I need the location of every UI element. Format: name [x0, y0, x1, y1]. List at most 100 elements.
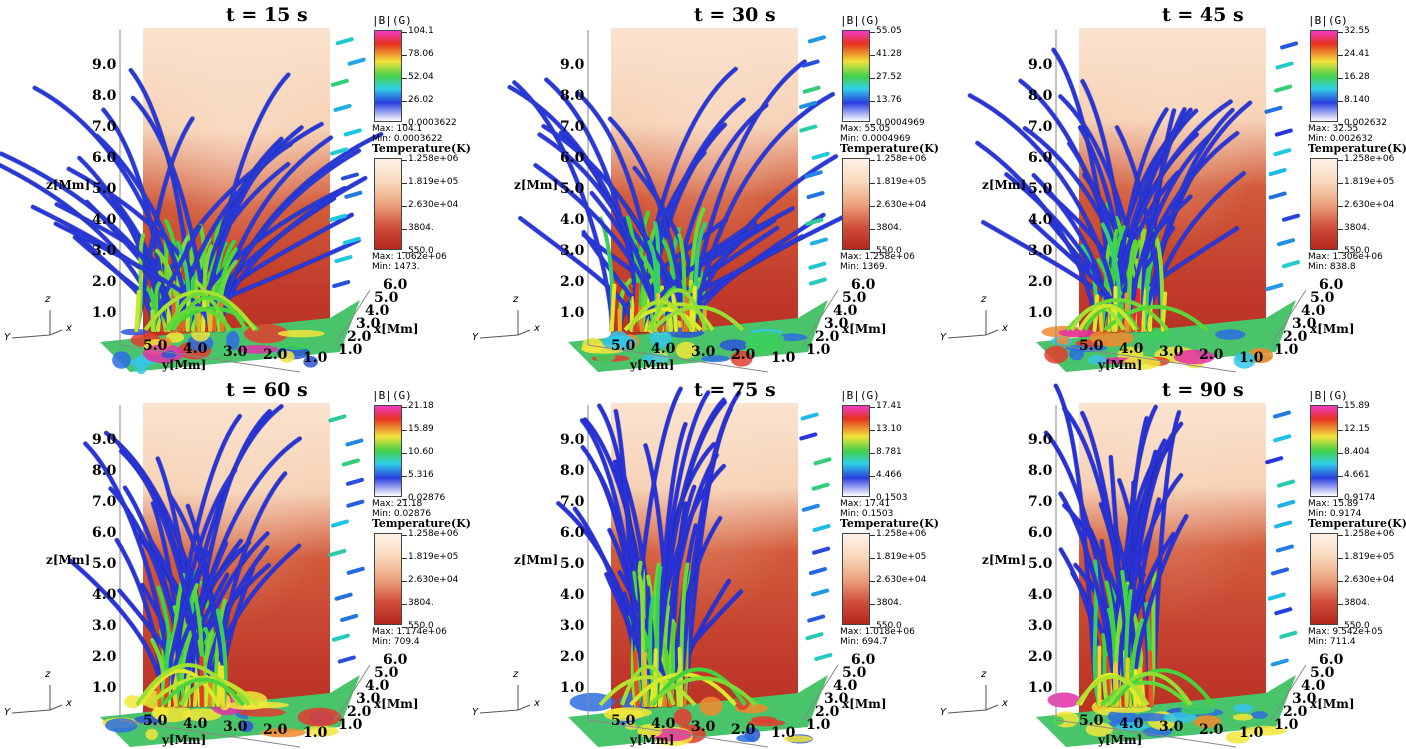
temperature-max-readout: Max: 1.062e+06	[372, 252, 447, 262]
field-line-stub	[1279, 630, 1298, 639]
temperature-colorbar-tick: 3804.	[402, 223, 434, 233]
z-tick-label: 2.0	[92, 274, 117, 290]
triad-z-label: z	[45, 669, 51, 680]
temperature-colorbar-ramp	[842, 533, 870, 625]
x-tick-label: 2.0	[347, 704, 372, 720]
z-tick-label: 7.0	[1028, 494, 1053, 510]
b-colorbar-tick: 0.02876	[401, 493, 446, 503]
y-tick-label: 5.0	[611, 713, 636, 729]
b-colorbar-title: |B|(G)	[840, 14, 880, 27]
field-line-stub	[807, 35, 826, 44]
temperature-colorbar-tick: 1.258e+06	[869, 529, 927, 539]
z-tick-label: 3.0	[92, 618, 117, 634]
y-tick-label: 5.0	[611, 338, 636, 354]
z-tick-label: 2.0	[560, 649, 585, 665]
y-axis-label: y[Mm]	[162, 733, 207, 747]
x-axis-label: x[Mm]	[1310, 322, 1355, 336]
b-colorbar-tick: 12.15	[1338, 424, 1370, 434]
x-tick-label: 4.0	[833, 303, 858, 319]
z-tick-label: 6.0	[1028, 525, 1053, 541]
z-axis-label: z[Mm]	[46, 553, 91, 567]
b-colorbar-tick: 8.781	[870, 447, 902, 457]
y-tick-label: 4.0	[651, 716, 676, 732]
x-tick-label: 5.0	[1310, 665, 1335, 681]
y-tick-label: 1.0	[771, 350, 796, 366]
field-loop	[140, 668, 221, 706]
z-tick-label: 2.0	[560, 274, 585, 290]
x-tick-label: 2.0	[815, 704, 840, 720]
field-line-stub	[1277, 238, 1295, 247]
z-tick-label: 6.0	[92, 150, 117, 166]
temperature-colorbar-tick: 3804.	[870, 598, 902, 608]
temperature-colorbar-tick: 2.630e+04	[869, 200, 927, 210]
simulation-render	[11, 403, 371, 748]
temperature-min-readout: Min: 694.7	[840, 637, 888, 647]
b-colorbar-ramp	[842, 405, 870, 497]
field-loop	[651, 667, 747, 707]
field-line-stub	[1271, 567, 1289, 576]
field-line-stub	[344, 190, 363, 199]
x-tick-label: 3.0	[356, 691, 381, 707]
temperature-colorbar-tick: 550.0	[870, 621, 902, 631]
field-line-stub	[337, 655, 356, 664]
field-loop	[598, 675, 697, 707]
field-line-stub	[1270, 658, 1289, 667]
temperature-min-readout: Min: 1473.	[372, 262, 420, 272]
z-tick-label: 8.0	[560, 88, 585, 104]
b-colorbar-tick: 41.28	[870, 49, 902, 59]
simulation-render	[479, 28, 847, 373]
y-tick-label: 3.0	[691, 719, 716, 735]
b-colorbar-tick: 5.316	[402, 470, 434, 480]
z-tick-label: 9.0	[1028, 432, 1053, 448]
x-tick-label: 6.0	[1319, 277, 1344, 293]
field-line-stub	[1274, 128, 1293, 137]
y-axis-label: y[Mm]	[1098, 358, 1143, 372]
x-axis-label: x[Mm]	[842, 697, 887, 711]
x-tick-label: 1.0	[338, 717, 363, 733]
z-tick-label: 6.0	[560, 525, 585, 541]
b-min-readout: Min: 0.002632	[1308, 134, 1373, 144]
field-line-stub	[1274, 84, 1293, 93]
b-colorbar-tick: 16.28	[1338, 72, 1370, 82]
triad-z-label: z	[981, 669, 987, 680]
field-line-stub	[809, 237, 828, 246]
field-line-stub	[1282, 260, 1300, 269]
triad-x-label: x	[534, 698, 540, 709]
b-colorbar-ramp	[842, 30, 870, 122]
field-line-stub	[346, 499, 365, 508]
field-line-stub	[330, 147, 349, 156]
temperature-colorbar-tick: 1.258e+06	[401, 154, 459, 164]
y-tick-label: 2.0	[263, 347, 288, 363]
field-loop	[171, 295, 248, 331]
field-line-stub	[346, 566, 365, 575]
temperature-colorbar-title: Temperature(K)	[372, 142, 472, 155]
x-tick-label: 5.0	[842, 290, 867, 306]
field-line	[150, 224, 202, 333]
field-line-stub	[1267, 592, 1286, 601]
field-line-stub	[328, 213, 347, 222]
field-line-stub	[334, 592, 353, 601]
y-tick-label: 1.0	[303, 725, 328, 741]
temperature-colorbar-ramp	[842, 158, 870, 250]
x-tick-label: 3.0	[356, 316, 381, 332]
field-line-stub	[328, 548, 347, 557]
temperature-colorbar-tick: 1.258e+06	[869, 154, 927, 164]
x-tick-label: 5.0	[1310, 290, 1335, 306]
y-tick-label: 4.0	[651, 341, 676, 357]
z-tick-label: 6.0	[560, 150, 585, 166]
x-tick-label: 2.0	[815, 329, 840, 345]
triad-z-label: z	[513, 669, 519, 680]
z-tick-label: 8.0	[92, 88, 117, 104]
field-line-stub	[811, 151, 830, 160]
temperature-min-readout: Min: 838.8	[1308, 262, 1356, 272]
temperature-colorbar-tick: 1.819e+05	[869, 552, 927, 562]
field-line-stub	[812, 546, 831, 555]
z-axis-label: z[Mm]	[514, 553, 559, 567]
field-line-stub	[805, 632, 824, 641]
field-line-stub	[340, 172, 359, 181]
x-tick-label: 5.0	[374, 290, 399, 306]
z-tick-label: 2.0	[1028, 274, 1053, 290]
temperature-colorbar-tick: 550.0	[1338, 621, 1370, 631]
y-tick-label: 4.0	[1119, 341, 1144, 357]
b-colorbar-tick: 0.0003622	[402, 118, 457, 128]
